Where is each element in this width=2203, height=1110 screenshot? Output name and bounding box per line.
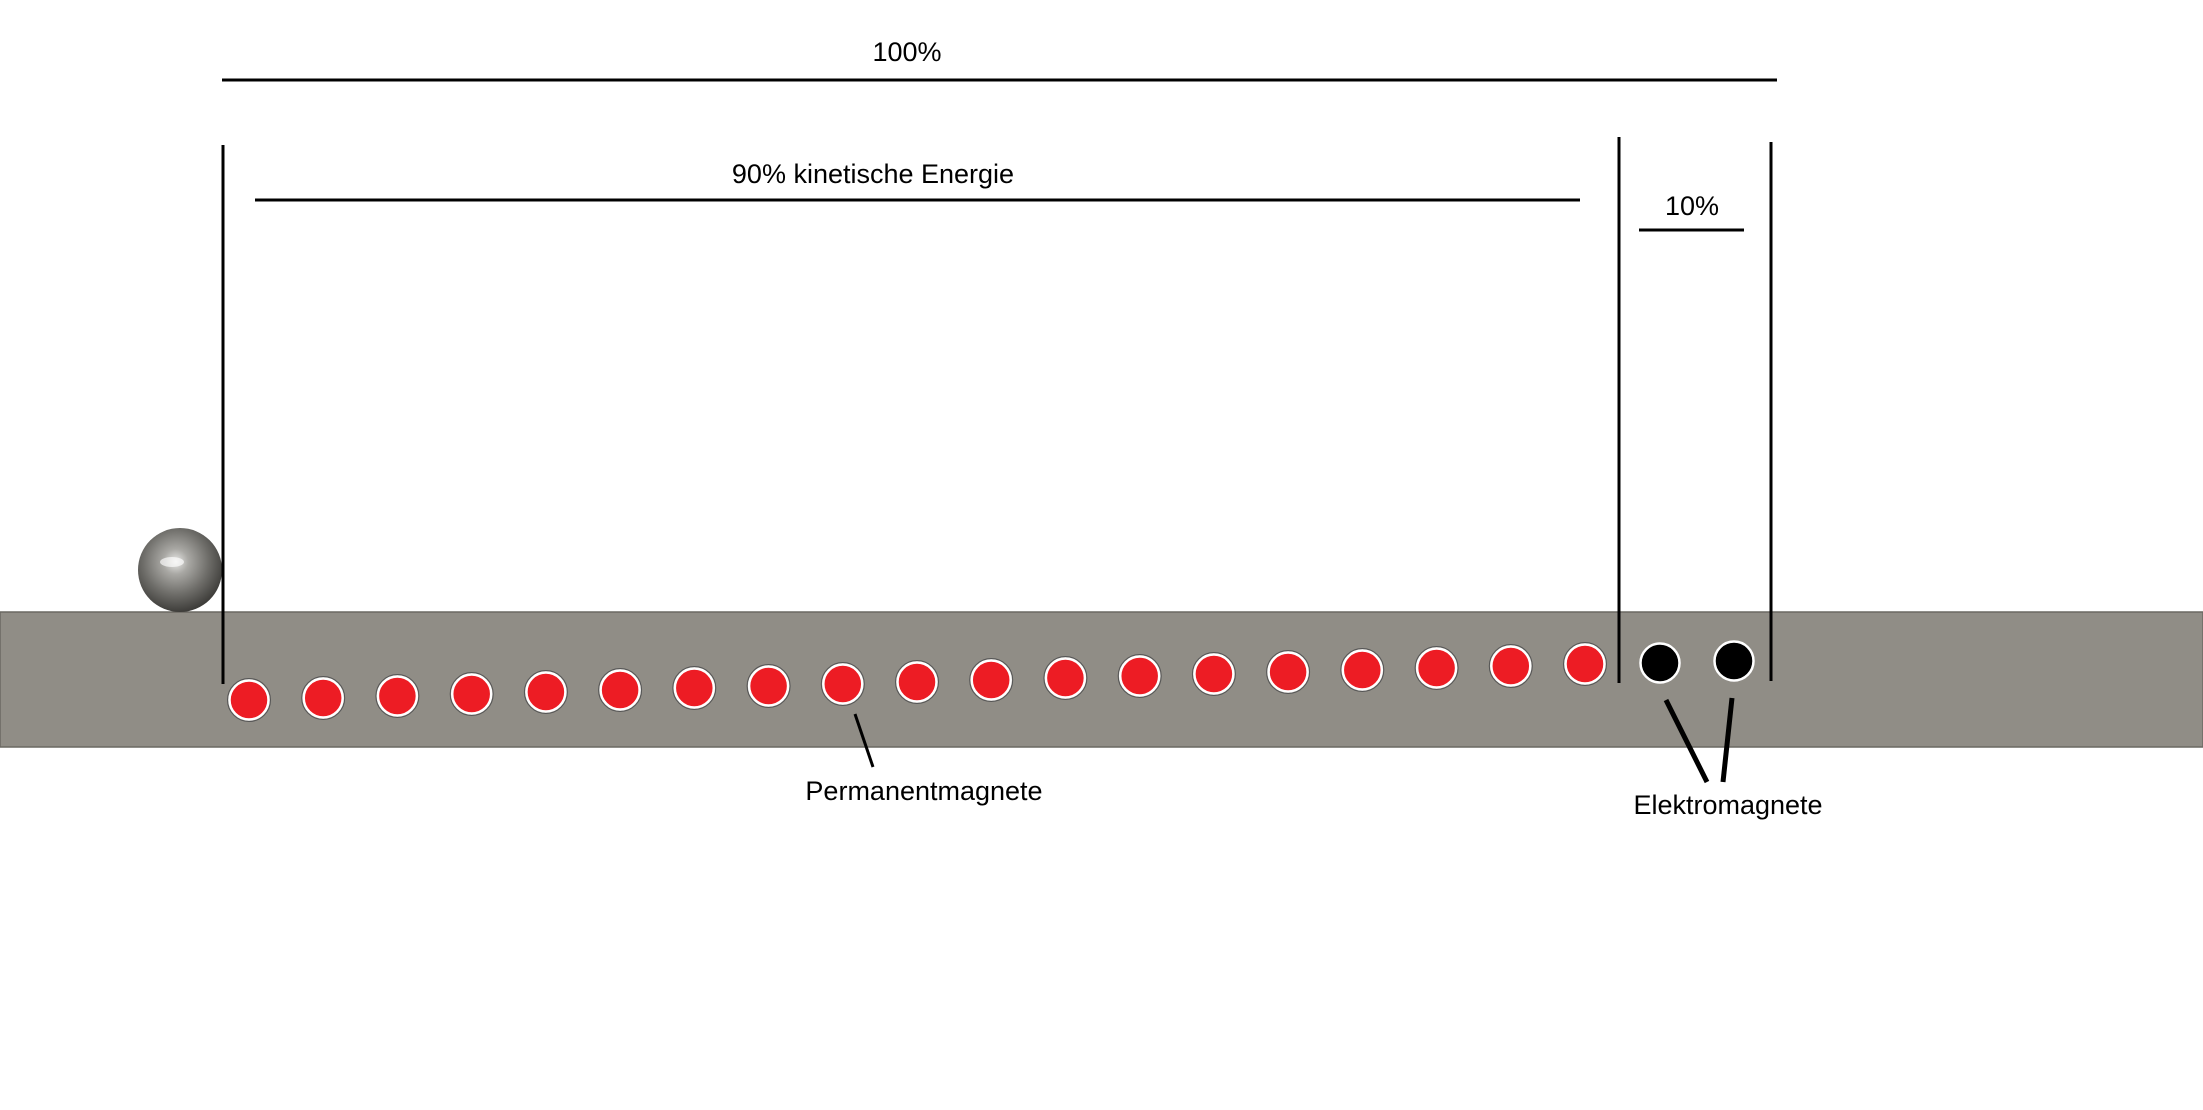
permanent-magnet-outline [820, 662, 865, 706]
permanent-magnet [1193, 653, 1235, 695]
permanent-magnet [228, 679, 270, 721]
steel-ball-icon [138, 528, 222, 612]
permanent-magnet-outline [1488, 644, 1533, 688]
permanent-magnet [896, 661, 938, 703]
permanent-magnet [1341, 649, 1384, 691]
permanent-magnet [525, 671, 567, 713]
track [0, 611, 2203, 748]
permanent-magnet-leader [853, 713, 875, 768]
permanent-magnet [1044, 657, 1087, 699]
kinetic-label: 90% kinetische Energie [732, 159, 1014, 189]
permanent-magnet-outline [1191, 652, 1236, 696]
permanent-magnet-outline [449, 672, 494, 716]
electromagnet [1639, 642, 1681, 684]
permanent-magnet-outline [227, 678, 271, 722]
permanent-magnet [450, 673, 493, 715]
permanent-magnets [227, 642, 1607, 722]
electric-share-label: 10% [1665, 191, 1719, 221]
permanent-magnet-outline [1043, 656, 1088, 700]
permanent-magnet [822, 663, 864, 705]
permanent-magnet-outline [672, 666, 717, 710]
permanent-magnet [1490, 645, 1532, 687]
permanent-magnet-outline [1266, 650, 1311, 694]
permanent-magnet-outline [598, 668, 643, 712]
electromagnet-leader-2 [1720, 697, 1735, 783]
permanent-magnet [302, 677, 344, 719]
permanent-magnet [747, 665, 790, 707]
permanent-magnet-outline [1117, 654, 1162, 698]
permanent-magnets-label: Permanentmagnete [805, 776, 1042, 806]
permanent-magnet-outline [375, 674, 420, 718]
permanent-magnet [1564, 643, 1606, 685]
permanent-magnet [376, 675, 419, 717]
electromagnet [1713, 640, 1755, 682]
permanent-magnet-outline [969, 658, 1014, 702]
total-label: 100% [872, 37, 941, 67]
permanent-magnet-outline [1563, 642, 1607, 686]
permanent-magnet [970, 659, 1012, 701]
electromagnets-label: Elektromagnete [1633, 790, 1822, 820]
electromagnets [1639, 640, 1755, 684]
permanent-magnet-outline [895, 660, 939, 704]
electromagnet-leader-1 [1663, 698, 1710, 784]
permanent-magnet [1267, 651, 1309, 693]
permanent-magnet-outline [1340, 648, 1385, 692]
permanent-magnet [673, 667, 716, 709]
permanent-magnet [1415, 647, 1458, 689]
permanent-magnet-outline [301, 676, 346, 720]
permanent-magnet-outline [1414, 646, 1459, 690]
permanent-magnet-outline [746, 664, 791, 708]
permanent-magnet [1118, 655, 1161, 697]
permanent-magnet-outline [523, 670, 568, 714]
permanent-magnet [599, 669, 641, 711]
